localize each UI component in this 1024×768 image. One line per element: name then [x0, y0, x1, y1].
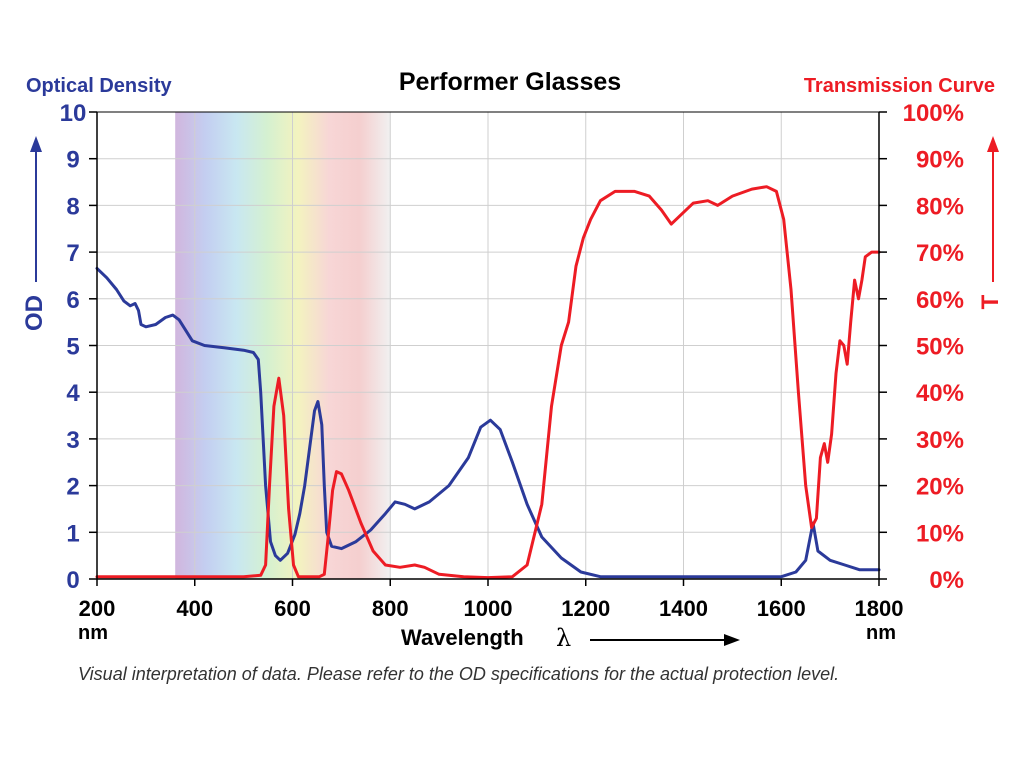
- x-tick-label: 1800: [855, 596, 904, 621]
- right-tick-label: 0%: [929, 567, 964, 594]
- left-tick-label: 7: [66, 240, 79, 267]
- x-tick-label: 600: [274, 596, 311, 621]
- right-tick-label: 70%: [916, 240, 964, 267]
- x-tick-label: 800: [372, 596, 409, 621]
- right-axis-label: T: [977, 294, 1004, 309]
- x-tick-label: 1200: [561, 596, 610, 621]
- transmission-series-line: [95, 185, 881, 580]
- footnote: Visual interpretation of data. Please re…: [78, 664, 839, 684]
- right-tick-label: 80%: [916, 193, 964, 220]
- left-tick-label: 6: [66, 287, 79, 314]
- right-tick-label: 60%: [916, 287, 964, 314]
- axes: [89, 111, 887, 586]
- x-tick-label: 1400: [659, 596, 708, 621]
- x-axis-arrow-icon: [590, 634, 740, 646]
- left-tick-label: 10: [60, 100, 87, 127]
- left-tick-label: 4: [66, 380, 80, 407]
- right-tick-label: 20%: [916, 474, 964, 501]
- left-tick-label: 2: [66, 474, 79, 501]
- right-tick-label: 90%: [916, 147, 964, 174]
- t-arrow-head: [987, 136, 999, 152]
- x-tick-label: 400: [176, 596, 213, 621]
- x-tick-label: 1600: [757, 596, 806, 621]
- right-tick-label: 50%: [916, 334, 964, 361]
- x-arrow-head: [724, 634, 740, 646]
- od-arrow-head: [30, 136, 42, 152]
- series-lines: [95, 185, 881, 580]
- left-tick-label: 8: [66, 193, 79, 220]
- left-tick-label: 1: [66, 520, 79, 547]
- x-tick-label: 1000: [464, 596, 513, 621]
- right-axis-title: Transmission Curve: [804, 75, 995, 97]
- od-axis-arrow-icon: [30, 136, 42, 282]
- left-tick-label: 5: [66, 334, 79, 361]
- left-tick-label: 0: [66, 567, 79, 594]
- left-axis-title: Optical Density: [26, 75, 172, 97]
- right-tick-label: 10%: [916, 520, 964, 547]
- x-unit-right: nm: [866, 622, 896, 644]
- right-tick-label: 40%: [916, 380, 964, 407]
- x-tick-label: 200: [79, 596, 116, 621]
- right-tick-label: 100%: [903, 100, 964, 127]
- left-tick-label: 3: [66, 427, 79, 454]
- left-axis-label: OD: [21, 295, 48, 331]
- grid: [97, 112, 879, 579]
- tick-labels: 0123456789100%10%20%30%40%50%60%70%80%90…: [60, 100, 964, 621]
- od-series-line: [95, 266, 881, 579]
- chart-title: Performer Glasses: [399, 68, 621, 96]
- x-axis-label: Wavelength: [401, 625, 524, 650]
- x-unit-left: nm: [78, 622, 108, 644]
- right-tick-label: 30%: [916, 427, 964, 454]
- left-tick-label: 9: [66, 147, 79, 174]
- t-axis-arrow-icon: [987, 136, 999, 282]
- x-axis-symbol: λ: [556, 624, 571, 652]
